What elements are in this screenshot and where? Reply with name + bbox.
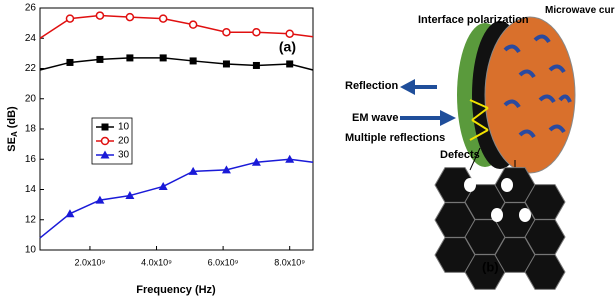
label-microwave: Microwave current xyxy=(545,5,615,16)
label-microwave-text: Microwave current xyxy=(545,5,615,16)
panel-label: (a) xyxy=(279,39,296,55)
orange-layer xyxy=(484,16,576,174)
y-label-main: SE xyxy=(6,137,18,152)
marker xyxy=(188,20,198,29)
marker xyxy=(286,60,294,68)
marker xyxy=(95,11,105,20)
plot-frame xyxy=(39,7,314,251)
x-tick-label: 6.0x10⁹ xyxy=(208,257,239,267)
marker xyxy=(126,54,134,62)
defect-pointer xyxy=(469,147,481,171)
x-axis-label: Frequency (Hz) xyxy=(136,284,216,296)
series-line xyxy=(39,57,314,71)
marker xyxy=(96,55,104,63)
em-arrow xyxy=(400,110,456,126)
marker xyxy=(189,57,197,65)
hex-lattice xyxy=(434,167,566,290)
y-tick-label: 12 xyxy=(25,214,37,225)
marker xyxy=(188,166,198,175)
y-tick-label: 18 xyxy=(25,124,37,135)
reflection-rays xyxy=(469,99,489,141)
y-tick-label: 14 xyxy=(25,184,37,195)
current-swirls xyxy=(503,34,572,139)
marker xyxy=(158,14,168,23)
marker xyxy=(95,195,105,204)
marker xyxy=(100,150,110,159)
marker xyxy=(65,209,75,218)
y-tick-label: 22 xyxy=(25,63,37,74)
marker xyxy=(221,165,231,174)
marker xyxy=(159,54,167,62)
y-label-sub: A xyxy=(10,131,19,137)
defect-hole xyxy=(491,208,503,222)
x-tick-label: 2.0x10⁹ xyxy=(74,257,105,267)
label-defects: Defects xyxy=(440,149,480,161)
legend-label: 10 xyxy=(118,122,130,133)
y-axis-label: SEA (dB) xyxy=(6,106,19,152)
y-tick-label: 16 xyxy=(25,154,37,165)
marker xyxy=(125,191,135,200)
marker xyxy=(101,123,109,131)
defect-hole xyxy=(464,178,476,192)
marker xyxy=(125,12,135,22)
marker xyxy=(252,27,261,37)
defect-hole xyxy=(501,178,513,192)
legend-label: 20 xyxy=(118,136,130,147)
marker xyxy=(158,181,168,190)
marker xyxy=(252,61,260,69)
marker xyxy=(222,60,230,68)
y-tick-label: 20 xyxy=(25,93,37,104)
marker xyxy=(66,58,74,66)
x-tick-label: 4.0x10⁹ xyxy=(141,257,172,267)
label-interface: Interface polarization xyxy=(418,14,529,26)
marker xyxy=(65,14,75,23)
y-tick-label: 10 xyxy=(25,245,37,256)
defect-hole xyxy=(519,208,531,222)
y-tick-label: 26 xyxy=(25,3,37,14)
label-reflection: Reflection xyxy=(345,80,398,92)
series-line xyxy=(39,158,314,239)
reflection-arrow xyxy=(400,79,437,95)
marker xyxy=(285,29,294,38)
panel-label-b: (b) xyxy=(482,259,499,274)
hexagon xyxy=(524,254,566,290)
y-label-unit: (dB) xyxy=(6,106,18,128)
marker xyxy=(100,136,110,146)
diagram: Interface polarization Microwave current… xyxy=(345,5,615,290)
legend-label: 30 xyxy=(118,150,130,161)
series-line xyxy=(39,14,314,39)
x-tick-label: 8.0x10⁹ xyxy=(274,257,305,267)
label-multiple: Multiple reflections xyxy=(345,132,445,144)
marker xyxy=(251,157,261,166)
marker xyxy=(285,154,295,163)
marker xyxy=(222,27,231,37)
y-tick-label: 24 xyxy=(25,33,37,44)
label-em-wave: EM wave xyxy=(352,112,398,124)
